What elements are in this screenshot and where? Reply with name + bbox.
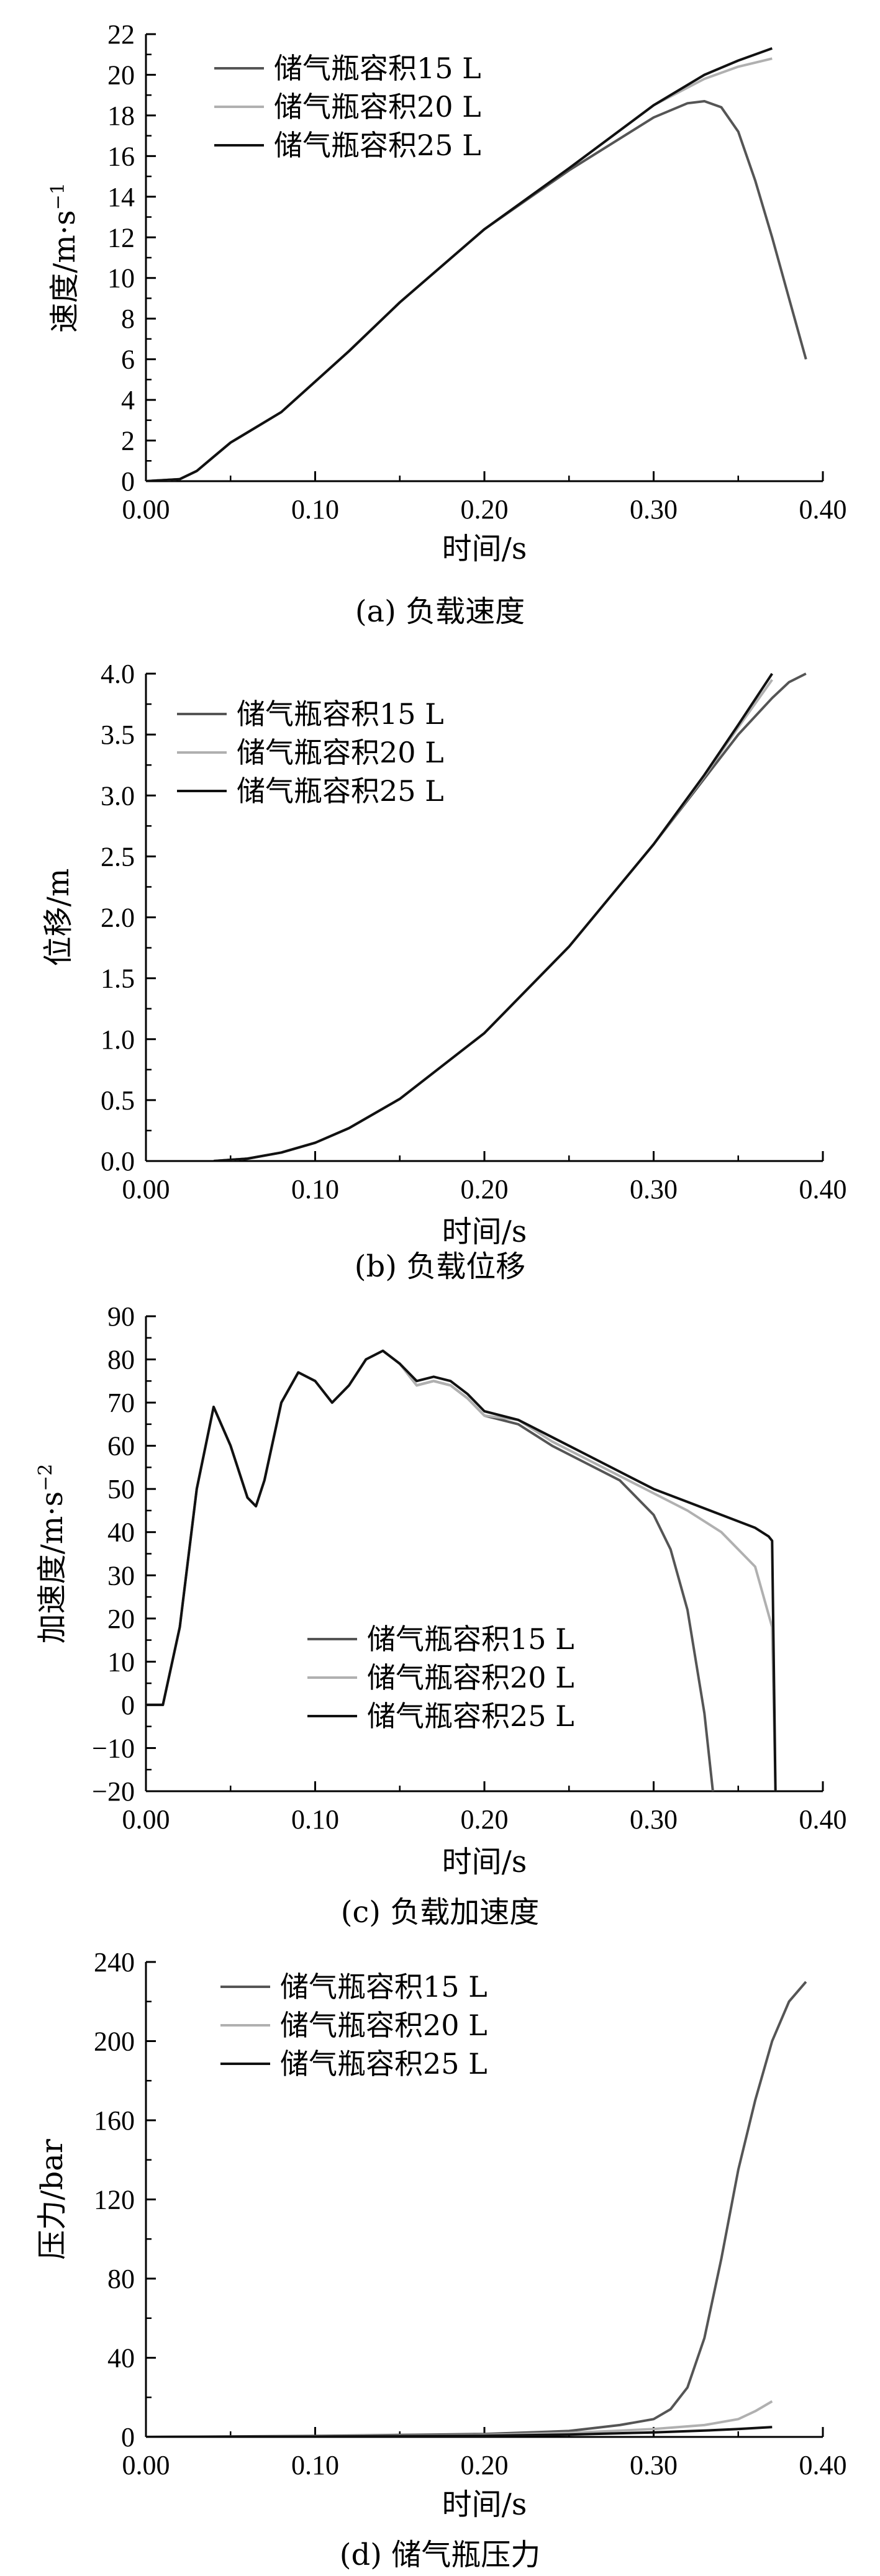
chart-d-caption: (d) 储气瓶压力	[339, 2538, 541, 2572]
y-tick-label: 0	[121, 1690, 135, 1720]
y-axis-label-superscript: −2	[35, 1464, 57, 1491]
x-tick-label: 0.20	[461, 1804, 509, 1835]
x-tick-label: 0.40	[799, 2450, 847, 2480]
legend-label-3: 储气瓶容积25 L	[367, 1699, 574, 1733]
x-tick-label: 0.30	[630, 2450, 678, 2480]
y-tick-label: 4.0	[101, 659, 135, 689]
y-tick-label: 0.5	[101, 1085, 135, 1116]
y-axis-label: 位移/m	[41, 869, 76, 967]
y-tick-label: 70	[107, 1388, 135, 1418]
y-tick-label: 2.5	[101, 841, 135, 872]
y-tick-label: 10	[107, 1647, 135, 1677]
chart-panel-b: 0.00 0.10 0.20 0.30 0.40 0.0 0.5 1.0 1.5 2.0 2.5 3.…	[0, 646, 880, 1298]
x-axis-label: 时间/s	[442, 1214, 527, 1249]
legend-label-2: 储气瓶容积20 L	[237, 736, 444, 769]
y-tick-label: 90	[107, 1301, 135, 1332]
legend-label-3: 储气瓶容积25 L	[274, 129, 481, 162]
y-tick-label: 4	[121, 385, 135, 415]
chart-c-caption: (c) 负载加速度	[340, 1895, 540, 1930]
y-tick-label: 30	[107, 1560, 135, 1591]
x-axis-label: 时间/s	[442, 531, 527, 566]
y-tick-label: 200	[94, 2027, 135, 2057]
x-tick-label: 0.00	[122, 2450, 170, 2480]
y-tick-label: 2	[121, 426, 135, 456]
x-tick-label: 0.10	[291, 494, 339, 525]
legend-label-3: 储气瓶容积25 L	[237, 774, 444, 808]
legend-label-2: 储气瓶容积20 L	[274, 90, 481, 124]
y-tick-label: 8	[121, 304, 135, 334]
chart-a-svg: 0.00 0.10 0.20 0.30 0.40 0 2 4 6 8 10 12 14 16 18 20 22 时…	[47, 19, 847, 566]
y-axis-label: 速度/m·s−1	[47, 183, 83, 333]
legend-label-2: 储气瓶容积20 L	[367, 1661, 574, 1694]
y-tick-label: 18	[107, 101, 135, 131]
y-tick-label: 0	[121, 466, 135, 497]
y-tick-label: 1.5	[101, 964, 135, 994]
y-axis-label-superscript: −1	[47, 183, 69, 210]
y-tick-label: 3.5	[101, 720, 135, 750]
y-tick-label: 6	[121, 345, 135, 375]
y-tick-label: −10	[92, 1733, 135, 1763]
y-tick-label: 80	[107, 1345, 135, 1375]
x-tick-label: 0.40	[799, 1804, 847, 1835]
chart-d-svg: 0.00 0.10 0.20 0.30 0.40 0 40 80 120 160 200 240 时间/…	[35, 1947, 847, 2522]
series-line-3	[146, 1349, 777, 1791]
y-tick-label: 240	[94, 1947, 135, 1977]
chart-panel-d: 0.00 0.10 0.20 0.30 0.40 0 40 80 120 160 200 240 时间/…	[0, 1937, 880, 2576]
y-tick-label: 20	[107, 60, 135, 90]
y-tick-label: 60	[107, 1431, 135, 1462]
y-axis-label: 压力/bar	[35, 2139, 70, 2260]
x-tick-label: 0.00	[122, 1174, 170, 1204]
series-line-3	[213, 672, 773, 1161]
y-tick-label: 12	[107, 222, 135, 253]
chart-b-caption: (b) 负载位移	[354, 1249, 526, 1284]
legend-label-1: 储气瓶容积15 L	[280, 1970, 488, 2004]
x-tick-label: 0.40	[799, 494, 847, 525]
y-tick-label: 2.0	[101, 903, 135, 933]
y-tick-label: 20	[107, 1604, 135, 1634]
series-line-3	[146, 2426, 773, 2437]
legend-label-3: 储气瓶容积25 L	[280, 2047, 488, 2081]
y-tick-label: 160	[94, 2105, 135, 2136]
y-tick-label: 1.0	[101, 1024, 135, 1055]
x-tick-label: 0.00	[122, 494, 170, 525]
y-tick-label: 120	[94, 2185, 135, 2215]
y-tick-label: 40	[107, 2343, 135, 2374]
y-tick-label: 40	[107, 1517, 135, 1548]
y-tick-label: 3.0	[101, 780, 135, 811]
y-tick-label: 80	[107, 2264, 135, 2294]
x-tick-label: 0.30	[630, 494, 678, 525]
legend-label-1: 储气瓶容积15 L	[274, 52, 481, 85]
y-tick-label: −20	[92, 1776, 135, 1807]
x-tick-label: 0.10	[291, 1174, 339, 1204]
x-tick-label: 0.20	[461, 1174, 509, 1204]
series-line-3	[146, 47, 773, 481]
x-tick-label: 0.40	[799, 1174, 847, 1204]
x-tick-label: 0.00	[122, 1804, 170, 1835]
y-tick-label: 14	[107, 182, 135, 212]
y-axis-label: 加速度/m·s−2	[35, 1464, 70, 1644]
x-tick-label: 0.20	[461, 494, 509, 525]
chart-panel-a: 0.00 0.10 0.20 0.30 0.40 0 2 4 6 8 10 12 14 16 18 20 22 时…	[0, 0, 880, 646]
y-tick-label: 10	[107, 263, 135, 294]
legend-label-1: 储气瓶容积15 L	[367, 1622, 574, 1656]
y-tick-label: 50	[107, 1474, 135, 1504]
y-tick-label: 22	[107, 19, 135, 50]
legend-label-2: 储气瓶容积20 L	[280, 2009, 488, 2042]
x-tick-label: 0.10	[291, 1804, 339, 1835]
x-tick-label: 0.30	[630, 1804, 678, 1835]
x-tick-label: 0.10	[291, 2450, 339, 2480]
x-tick-label: 0.20	[461, 2450, 509, 2480]
y-tick-label: 16	[107, 141, 135, 171]
chart-c-svg: 0.00 0.10 0.20 0.30 0.40 −20 −10 0 10 20 30 40 50 60 7…	[35, 1301, 847, 1879]
chart-panel-c: 0.00 0.10 0.20 0.30 0.40 −20 −10 0 10 20 30 40 50 60 7…	[0, 1298, 880, 1937]
legend-label-1: 储气瓶容积15 L	[237, 697, 444, 731]
x-tick-label: 0.30	[630, 1174, 678, 1204]
chart-b-svg: 0.00 0.10 0.20 0.30 0.40 0.0 0.5 1.0 1.5 2.0 2.5 3.…	[41, 659, 847, 1249]
x-axis-label: 时间/s	[442, 1845, 527, 1879]
chart-a-caption: (a) 负载速度	[355, 594, 525, 629]
series-line-1	[146, 1981, 807, 2437]
y-tick-label: 0.0	[101, 1146, 135, 1177]
y-tick-label: 0	[121, 2422, 135, 2452]
x-axis-label: 时间/s	[442, 2487, 527, 2522]
